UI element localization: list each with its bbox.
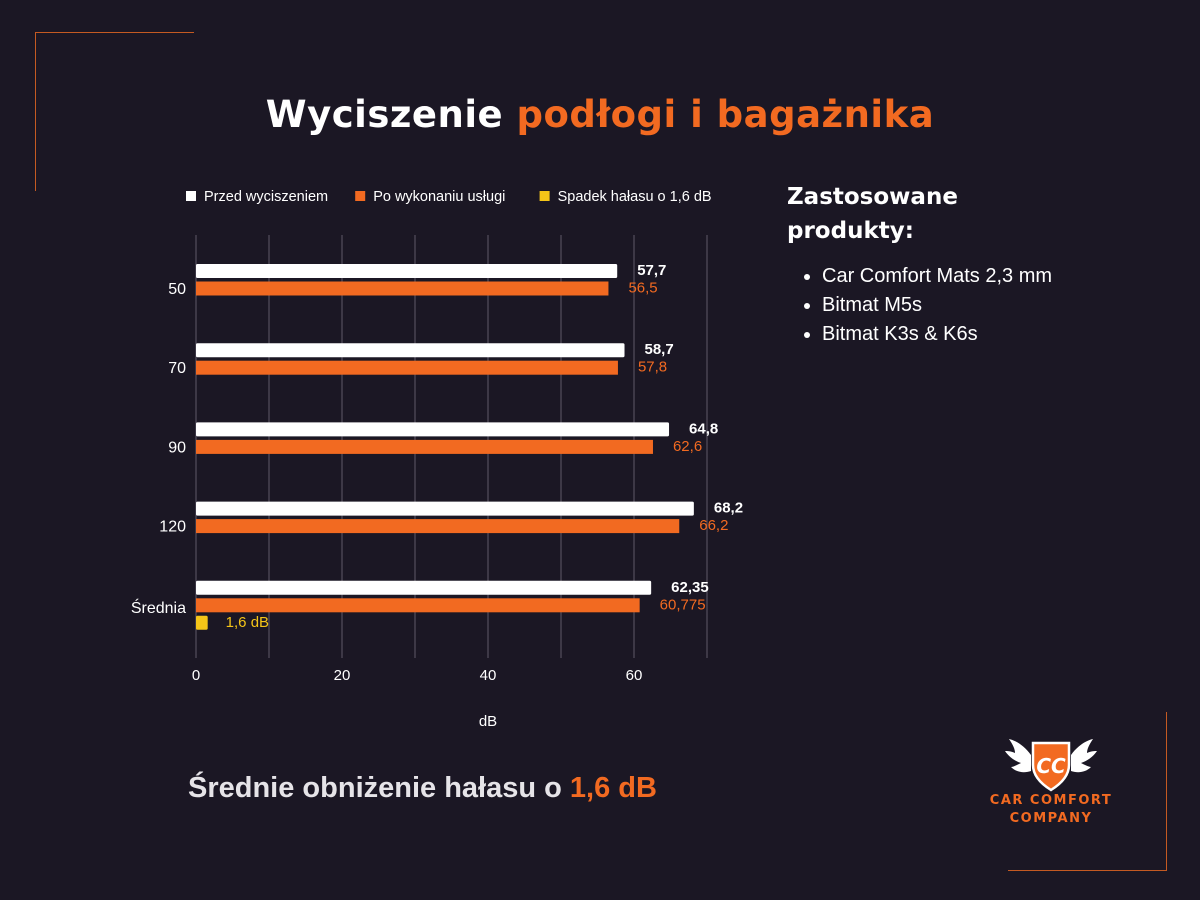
- corner-frame-top-left: [35, 32, 194, 191]
- bar-value-label: 60,775: [660, 596, 706, 613]
- bar: [196, 519, 680, 534]
- legend-swatch: [186, 191, 196, 201]
- bar: [196, 615, 208, 630]
- company-logo: CC CAR COMFORT COMPANY: [975, 735, 1127, 835]
- product-item: Bitmat K3s & K6s: [822, 320, 1052, 349]
- bar: [196, 598, 640, 613]
- summary-label: Średnie obniżenie hałasu o: [188, 772, 570, 804]
- category-label: 70: [168, 360, 186, 377]
- x-tick-label: 0: [192, 667, 200, 684]
- winged-shield-icon: CC: [1005, 739, 1097, 792]
- bar-value-label: 66,2: [699, 517, 728, 534]
- logo-text-line2: COMPANY: [1009, 811, 1093, 826]
- bar-chart: 0 20 40 60 dB Przed wyciszeniem Po wykonaniu u…: [131, 189, 743, 730]
- bar: [196, 580, 652, 595]
- summary-value: 1,6 dB: [569, 772, 657, 804]
- summary-text: Średnie obniżenie hałasu o 1,6 dB: [188, 772, 657, 805]
- products-list: Car Comfort Mats 2,3 mm Bitmat M5s Bitma…: [800, 262, 1052, 349]
- bar: [196, 281, 609, 296]
- bar: [196, 264, 618, 278]
- bar-value-label: 1,6 dB: [226, 614, 269, 631]
- x-axis-label: dB: [479, 713, 497, 730]
- bar-value-label: 56,5: [628, 280, 657, 297]
- bar-value-label: 62,35: [671, 579, 709, 596]
- x-tick-label: 60: [626, 667, 643, 684]
- legend-label: Spadek hałasu o 1,6 dB: [558, 189, 712, 205]
- corner-frame-bottom-right: [1008, 712, 1167, 871]
- bar: [196, 439, 653, 454]
- product-item: Bitmat M5s: [822, 291, 1052, 320]
- x-tick-label: 40: [480, 667, 497, 684]
- x-tick-label: 20: [334, 667, 351, 684]
- page-title: Wyciszenie podłogi i bagażnika: [0, 93, 1200, 136]
- products-heading: Zastosowane produkty:: [787, 184, 958, 244]
- logo-text-line1: CAR COMFORT: [989, 793, 1113, 808]
- category-label: 90: [168, 439, 186, 456]
- bar-value-label: 64,8: [689, 420, 718, 437]
- bar-value-label: 57,7: [637, 262, 666, 279]
- legend-swatch: [539, 191, 550, 201]
- category-label: 50: [168, 281, 186, 298]
- legend-label: Po wykonaniu usługi: [373, 189, 505, 205]
- product-item: Car Comfort Mats 2,3 mm: [822, 262, 1052, 291]
- bar-value-label: 57,8: [638, 359, 667, 376]
- bar: [196, 422, 670, 437]
- bar: [196, 343, 625, 358]
- bar: [196, 360, 618, 375]
- title-part-orange: podłogi i bagażnika: [516, 93, 935, 136]
- legend-label: Przed wyciszeniem: [204, 189, 328, 205]
- title-part-white: Wyciszenie: [265, 93, 517, 136]
- bar-value-label: 68,2: [714, 500, 743, 517]
- bar-value-label: 58,7: [645, 341, 674, 358]
- legend-swatch: [355, 191, 366, 201]
- category-label: Średnia: [131, 598, 186, 617]
- logo-monogram: CC: [1036, 754, 1066, 778]
- bar: [196, 501, 694, 516]
- category-label: 120: [159, 519, 186, 536]
- bar-value-label: 62,6: [673, 438, 702, 455]
